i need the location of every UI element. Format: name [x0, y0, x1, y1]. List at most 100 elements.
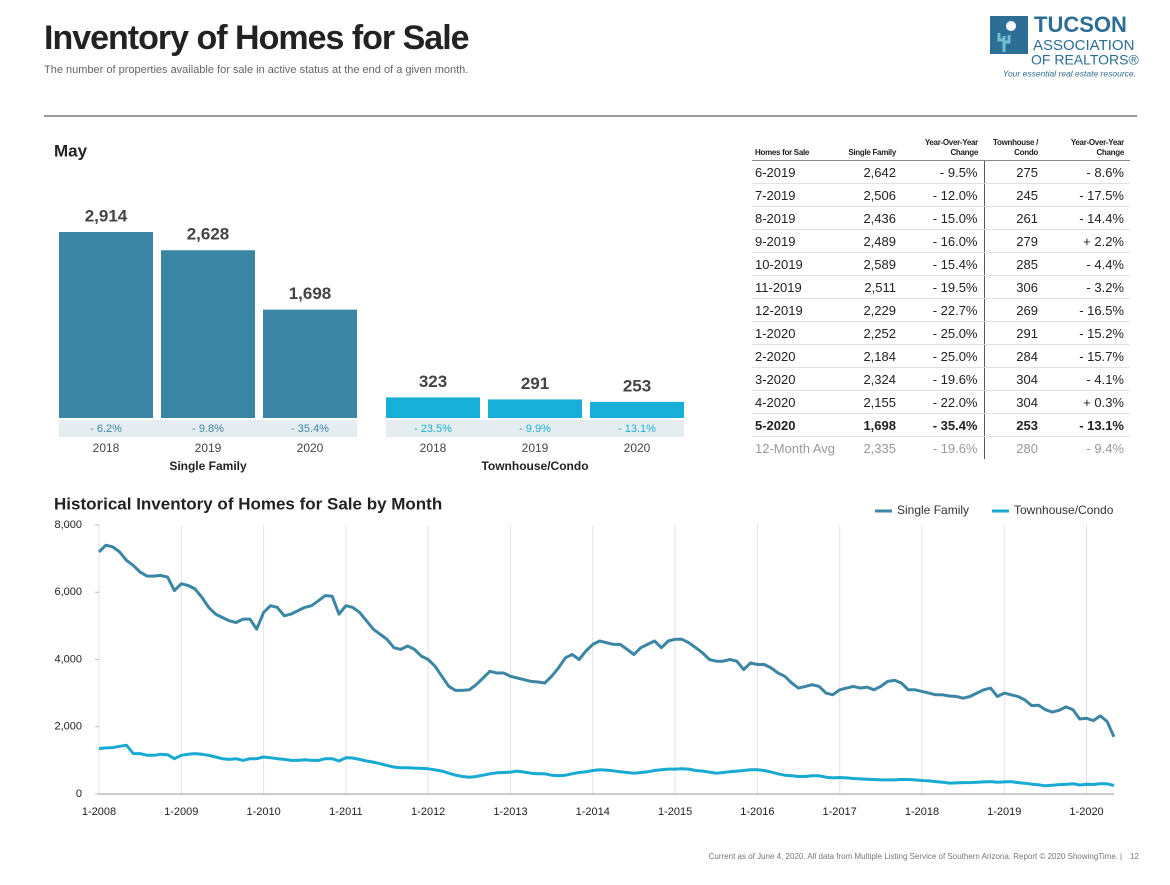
- table-cell: - 15.2%: [1044, 321, 1130, 345]
- footer-note: Current as of June 4, 2020. All data fro…: [709, 852, 1118, 861]
- bar-value-label: 253: [623, 376, 651, 395]
- page-subtitle: The number of properties available for s…: [44, 64, 468, 76]
- line: [98, 743, 1115, 788]
- table-cell: 261: [984, 206, 1044, 230]
- x-tick-label: 1-2013: [493, 806, 527, 818]
- x-tick-label: 2018: [93, 441, 120, 455]
- y-tick-label: 6,000: [54, 586, 82, 598]
- column-header: Homes for Sale: [752, 136, 847, 161]
- inventory-table: Homes for Sale Single Family Year-Over-Yea…: [752, 136, 1130, 459]
- table-row: 10-2019 2,589- 15.4% 285- 4.4%: [752, 252, 1130, 276]
- x-tick-label: 1-2011: [329, 806, 362, 818]
- table-cell: - 19.6%: [902, 367, 985, 391]
- table-cell: - 8.6%: [1044, 160, 1130, 184]
- change-strip: [59, 420, 357, 437]
- x-tick-label: 2019: [195, 441, 222, 455]
- change-label: - 9.8%: [192, 423, 224, 435]
- table-row: 11-2019 2,511- 19.5% 306- 3.2%: [752, 275, 1130, 299]
- table-cell: 12-Month Avg: [755, 440, 835, 456]
- table-cell: 2,489: [847, 229, 902, 253]
- y-tick-label: 0: [76, 788, 82, 800]
- group-label: Single Family: [169, 459, 247, 473]
- bar: [386, 397, 480, 418]
- table-row: 8-2019 2,436- 15.0% 261- 14.4%: [752, 206, 1130, 230]
- logo-sun: [1006, 21, 1016, 31]
- table-cell: - 35.4%: [902, 413, 985, 437]
- table-cell: 2,252: [847, 321, 902, 345]
- table-cell: - 15.4%: [902, 252, 985, 276]
- table-cell: 284: [984, 344, 1044, 368]
- y-tick-label: 2,000: [54, 721, 82, 733]
- table-cell: - 12.0%: [902, 183, 985, 207]
- bar-value-label: 291: [521, 374, 549, 393]
- table-cell: - 14.4%: [1044, 206, 1130, 230]
- table-cell: 2,335: [863, 440, 896, 456]
- table-cell: + 2.2%: [1044, 229, 1130, 253]
- bar: [59, 232, 153, 418]
- table-cell: 280: [1016, 440, 1038, 456]
- table-cell: - 25.0%: [902, 344, 985, 368]
- table-cell: - 15.7%: [1044, 344, 1130, 368]
- bar-value-label: 2,628: [187, 225, 230, 244]
- table-cell: 253: [984, 413, 1044, 437]
- table-cell: - 9.5%: [902, 160, 985, 184]
- table-cell: 2,589: [847, 252, 902, 276]
- x-tick-label: 2019: [522, 441, 549, 455]
- table-cell: - 19.5%: [902, 275, 985, 299]
- x-tick-label: 1-2008: [82, 806, 116, 818]
- table-cell: 10-2019: [752, 252, 847, 276]
- column-header: Single Family: [847, 136, 902, 161]
- table-cell: 275: [984, 160, 1044, 184]
- table-row: 4-2020 2,155- 22.0% 304 + 0.3%: [752, 390, 1130, 414]
- table-cell: 11-2019: [752, 275, 847, 299]
- table-cell: 7-2019: [752, 183, 847, 207]
- table-cell: - 16.0%: [902, 229, 985, 253]
- group-label: Townhouse/Condo: [481, 459, 588, 473]
- legend-label: Townhouse/Condo: [1014, 503, 1114, 517]
- table-cell: 306: [984, 275, 1044, 299]
- table-cell: 269: [984, 298, 1044, 322]
- x-tick-label: 1-2012: [411, 806, 445, 818]
- x-tick-label: 1-2010: [246, 806, 280, 818]
- table-cell: - 15.0%: [902, 206, 985, 230]
- logo-text: ASSOCIATION: [1033, 37, 1134, 54]
- table-cell: - 3.2%: [1044, 275, 1130, 299]
- line-chart-title: Historical Inventory of Homes for Sale b…: [54, 494, 442, 513]
- table-row: 1-2020 2,252- 25.0% 291- 15.2%: [752, 321, 1130, 345]
- page-title: Inventory of Homes for Sale: [44, 19, 469, 57]
- x-tick-label: 1-2016: [740, 806, 774, 818]
- table-cell: 2,511: [847, 275, 902, 299]
- table-cell: 3-2020: [752, 367, 847, 391]
- change-strip: [386, 420, 684, 437]
- bar-value-label: 1,698: [289, 284, 332, 303]
- table-cell: 304: [984, 390, 1044, 414]
- logo-text: OF REALTORS®: [1031, 52, 1140, 68]
- change-label: - 23.5%: [414, 423, 452, 435]
- table-cell: - 19.6%: [902, 436, 985, 459]
- x-tick-label: 2018: [420, 441, 447, 455]
- table-row: 12-2019 2,229- 22.7% 269- 16.5%: [752, 298, 1130, 322]
- table-cell: 1-2020: [752, 321, 847, 345]
- column-header: Year-Over-Year Change: [902, 136, 984, 161]
- table-row: 3-2020 2,324- 19.6% 304- 4.1%: [752, 367, 1130, 391]
- table-row: 5-2020 1,698- 35.4% 253- 13.1%: [752, 413, 1130, 437]
- table-cell: 2,324: [847, 367, 902, 391]
- table-cell: - 4.1%: [1044, 367, 1130, 391]
- page-number: 12: [1130, 852, 1139, 861]
- table-cell: 2,155: [847, 390, 902, 414]
- table-row: 2-2020 2,184- 25.0% 284- 15.7%: [752, 344, 1130, 368]
- table-cell: 8-2019: [752, 206, 847, 230]
- change-label: - 9.9%: [519, 423, 551, 435]
- table-cell: - 25.0%: [902, 321, 985, 345]
- bar-chart-title: May: [54, 141, 88, 160]
- table-cell: 9-2019: [752, 229, 847, 253]
- table-cell: - 16.5%: [1044, 298, 1130, 322]
- logo-cactus: [997, 33, 1011, 52]
- column-header: Year-Over-Year Change: [1044, 136, 1130, 161]
- table-cell: - 9.4%: [1086, 440, 1124, 456]
- x-tick-label: 1-2020: [1069, 806, 1103, 818]
- legend-label: Single Family: [897, 503, 969, 517]
- table-cell: 304: [984, 367, 1044, 391]
- table-cell: + 0.3%: [1044, 390, 1130, 414]
